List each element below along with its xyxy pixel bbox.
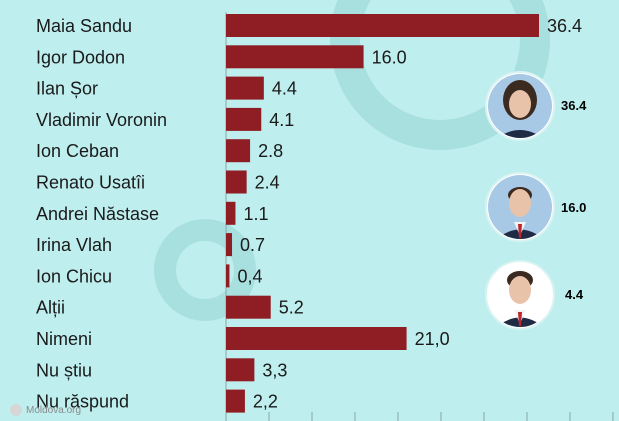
category-label: Ion Ceban xyxy=(36,141,119,161)
bar xyxy=(226,264,230,288)
category-label: Andrei Năstase xyxy=(36,204,159,224)
value-label: 16.0 xyxy=(372,47,407,67)
value-label: 1.1 xyxy=(243,204,268,224)
portrait-igor-dodon: 16.0 xyxy=(485,172,586,242)
category-label: Maia Sandu xyxy=(36,16,132,36)
bar xyxy=(226,233,233,257)
category-label: Alții xyxy=(36,298,65,318)
bars xyxy=(226,14,539,413)
value-label: 3,3 xyxy=(262,360,287,380)
bar xyxy=(226,14,539,37)
value-label: 4.1 xyxy=(269,110,294,130)
portrait-ilan-sor: 4.4 xyxy=(485,260,584,330)
bar xyxy=(226,170,247,194)
bar xyxy=(226,389,245,413)
value-label: 36.4 xyxy=(547,16,582,36)
portrait-value-label: 16.0 xyxy=(561,200,586,215)
value-label: 2.8 xyxy=(258,141,283,161)
value-labels: 36.4 16.0 4.4 4.1 2.8 2.4 1.1 0.7 0,4 5.2 21,0 3,3 2… xyxy=(237,16,582,412)
portrait-value-label: 4.4 xyxy=(565,287,584,302)
bar xyxy=(226,201,236,225)
background-decoration xyxy=(154,0,550,321)
category-label: Vladimir Voronin xyxy=(36,110,167,130)
category-label: Renato Usatîi xyxy=(36,173,145,193)
portrait-maia-sandu: 36.4 xyxy=(485,71,587,141)
value-label: 0.7 xyxy=(240,235,265,255)
watermark: Moldova.org xyxy=(10,404,81,416)
bar xyxy=(226,139,251,163)
portrait-value-label: 36.4 xyxy=(561,98,587,113)
category-labels: Maia Sandu Igor Dodon Ilan Șor Vladimir Vor… xyxy=(36,16,167,412)
category-label: Nimeni xyxy=(36,329,92,349)
category-label: Nu știu xyxy=(36,360,92,380)
category-label: Nu răspund xyxy=(36,392,129,412)
bar xyxy=(226,107,262,131)
bar xyxy=(226,45,364,69)
watermark-text: Moldova.org xyxy=(26,405,81,416)
bar xyxy=(226,327,407,350)
category-label: Ion Chicu xyxy=(36,266,112,286)
value-label: 2,2 xyxy=(253,392,278,412)
bar xyxy=(226,76,264,100)
value-label: 0,4 xyxy=(237,266,262,286)
category-label: Igor Dodon xyxy=(36,47,125,67)
value-label: 21,0 xyxy=(415,329,450,349)
category-label: Irina Vlah xyxy=(36,235,112,255)
bar xyxy=(226,358,255,382)
bar xyxy=(226,295,271,319)
value-label: 4.4 xyxy=(272,79,297,99)
value-label: 5.2 xyxy=(279,298,304,318)
category-label: Ilan Șor xyxy=(36,79,98,99)
value-label: 2.4 xyxy=(255,173,280,193)
